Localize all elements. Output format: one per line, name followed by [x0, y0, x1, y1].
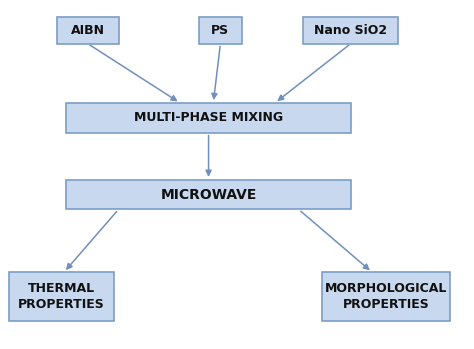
Text: AIBN: AIBN	[71, 24, 105, 37]
FancyBboxPatch shape	[9, 272, 114, 321]
FancyBboxPatch shape	[57, 17, 118, 44]
Text: Nano SiO2: Nano SiO2	[314, 24, 387, 37]
Text: MULTI-PHASE MIXING: MULTI-PHASE MIXING	[134, 111, 283, 124]
FancyBboxPatch shape	[303, 17, 398, 44]
FancyBboxPatch shape	[66, 103, 351, 133]
Text: PS: PS	[211, 24, 229, 37]
FancyBboxPatch shape	[199, 17, 242, 44]
FancyBboxPatch shape	[322, 272, 450, 321]
FancyBboxPatch shape	[66, 180, 351, 209]
Text: MICROWAVE: MICROWAVE	[160, 187, 257, 202]
Text: THERMAL
PROPERTIES: THERMAL PROPERTIES	[18, 282, 105, 311]
Text: MORPHOLOGICAL
PROPERTIES: MORPHOLOGICAL PROPERTIES	[325, 282, 447, 311]
